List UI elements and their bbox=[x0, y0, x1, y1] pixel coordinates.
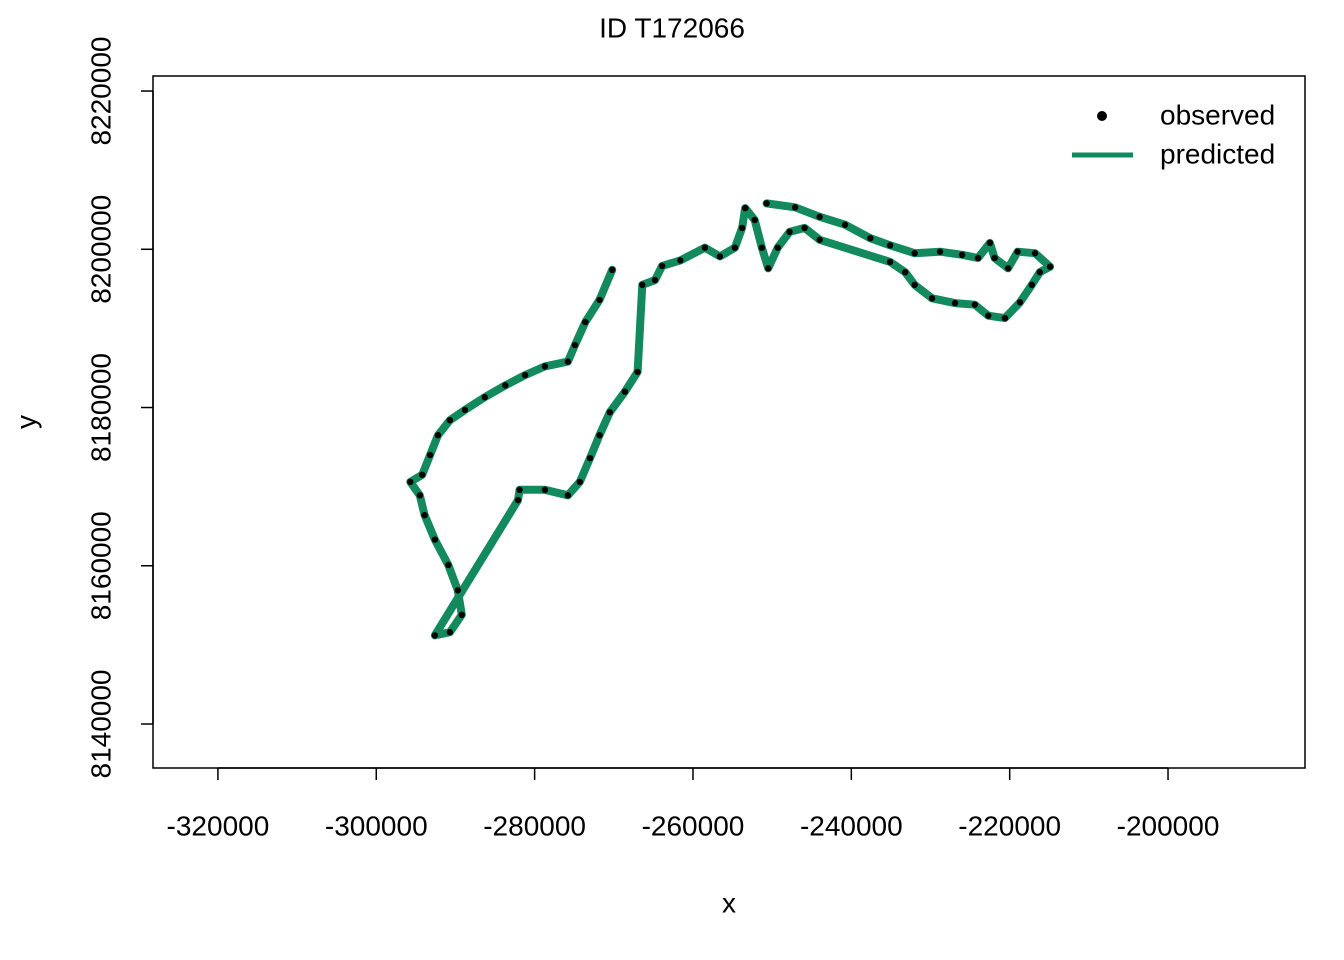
observed-point bbox=[985, 312, 992, 319]
observed-point bbox=[407, 478, 414, 486]
observed-point bbox=[582, 318, 589, 326]
observed-point bbox=[1028, 281, 1036, 289]
observed-point bbox=[1016, 299, 1024, 306]
y-tick-label: 8140000 bbox=[85, 670, 116, 779]
observed-point bbox=[677, 257, 684, 264]
observed-point bbox=[701, 244, 709, 251]
observed-point bbox=[716, 253, 724, 260]
legend-swatch bbox=[1097, 111, 1107, 121]
observed-point bbox=[801, 224, 808, 232]
observed-point bbox=[1031, 250, 1039, 257]
observed-point bbox=[609, 266, 616, 274]
observed-point bbox=[816, 213, 823, 221]
observed-point bbox=[928, 295, 936, 302]
observed-point bbox=[911, 281, 918, 289]
observed-point bbox=[936, 248, 944, 255]
observed-point bbox=[958, 251, 966, 259]
observed-point bbox=[1046, 263, 1054, 270]
x-tick-label: -240000 bbox=[800, 810, 903, 841]
observed-point bbox=[911, 250, 918, 257]
observed-point bbox=[586, 454, 594, 462]
observed-point bbox=[431, 536, 439, 543]
observed-point bbox=[564, 492, 572, 499]
observed-point bbox=[541, 486, 549, 494]
observed-point bbox=[901, 269, 909, 276]
observed-point bbox=[421, 511, 428, 519]
x-tick-label: -300000 bbox=[325, 810, 428, 841]
predicted-line bbox=[406, 199, 1055, 640]
observed-point bbox=[446, 416, 454, 424]
observed-point bbox=[841, 221, 849, 228]
observed-point bbox=[454, 587, 462, 594]
observed-point bbox=[1001, 314, 1009, 322]
observed-point bbox=[816, 236, 823, 243]
observed-point bbox=[774, 244, 781, 251]
x-tick-label: -320000 bbox=[167, 810, 270, 841]
legend-label: observed bbox=[1160, 99, 1275, 130]
observed-point bbox=[764, 265, 772, 272]
observed-point bbox=[446, 629, 454, 636]
observed-point bbox=[651, 276, 659, 284]
observed-point bbox=[576, 478, 583, 486]
x-tick-label: -220000 bbox=[958, 810, 1061, 841]
x-tick-label: -260000 bbox=[642, 810, 745, 841]
y-tick-label: 8180000 bbox=[85, 353, 116, 462]
observed-point bbox=[431, 632, 439, 639]
observed-point bbox=[1036, 269, 1043, 276]
observed-point bbox=[742, 204, 749, 212]
observed-point bbox=[516, 486, 523, 494]
observed-point bbox=[639, 281, 646, 289]
observed-point bbox=[886, 258, 894, 266]
observed-point bbox=[763, 200, 770, 207]
observed-point bbox=[986, 239, 994, 247]
observed-point bbox=[418, 471, 426, 478]
observed-point bbox=[621, 388, 629, 395]
observed-point bbox=[458, 611, 465, 619]
observed-point bbox=[521, 371, 529, 379]
observed-point bbox=[571, 341, 579, 349]
observed-point bbox=[502, 382, 509, 389]
observed-point bbox=[1004, 265, 1012, 272]
observed-point bbox=[445, 561, 452, 569]
y-tick-label: 8160000 bbox=[85, 511, 116, 620]
observed-point bbox=[738, 224, 746, 232]
observed-point bbox=[426, 451, 434, 459]
x-axis-label: x bbox=[722, 887, 736, 918]
y-tick-label: 8220000 bbox=[85, 37, 116, 146]
observed-point bbox=[974, 254, 982, 262]
observed-point bbox=[606, 409, 614, 416]
plot-box bbox=[152, 75, 1306, 769]
observed-point bbox=[541, 363, 549, 370]
observed-point bbox=[886, 242, 894, 249]
observed-point bbox=[461, 406, 469, 414]
observed-point bbox=[991, 254, 998, 262]
legend-label: predicted bbox=[1160, 138, 1275, 169]
observed-point bbox=[596, 432, 603, 439]
observed-point bbox=[867, 234, 874, 242]
observed-point bbox=[758, 244, 766, 251]
observed-point bbox=[514, 496, 522, 504]
observed-point bbox=[751, 216, 758, 224]
observed-point bbox=[564, 358, 572, 365]
observed-point bbox=[596, 296, 603, 304]
y-tick-label: 8200000 bbox=[85, 195, 116, 304]
x-tick-label: -200000 bbox=[1117, 810, 1220, 841]
observed-point bbox=[658, 262, 666, 270]
y-axis-label: y bbox=[10, 415, 41, 429]
observed-point bbox=[1014, 248, 1021, 255]
observed-point bbox=[434, 432, 442, 439]
observed-point bbox=[416, 492, 424, 499]
observed-point bbox=[731, 244, 739, 251]
x-tick-label: -280000 bbox=[483, 810, 586, 841]
observed-point bbox=[951, 299, 959, 307]
observed-point bbox=[634, 368, 641, 376]
observed-point bbox=[971, 301, 979, 308]
chart-title: ID T172066 bbox=[599, 12, 745, 43]
observed-point bbox=[481, 394, 488, 401]
observed-point bbox=[786, 228, 793, 236]
observed-point bbox=[791, 204, 799, 211]
